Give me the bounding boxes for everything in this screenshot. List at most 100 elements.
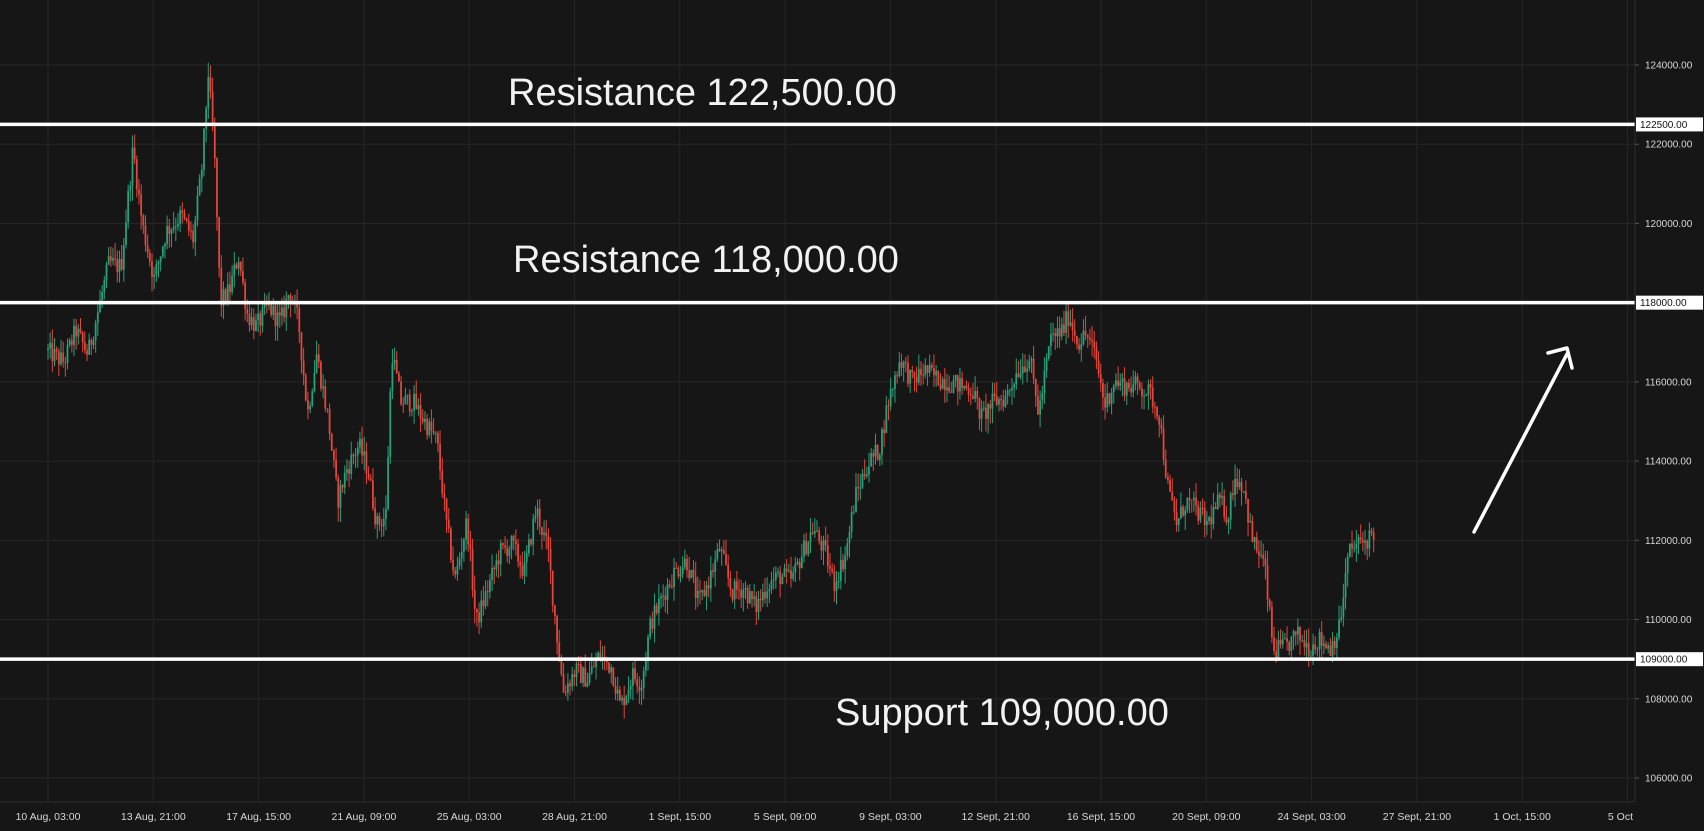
candle-body bbox=[692, 569, 695, 577]
candle-body bbox=[857, 487, 860, 489]
candle-body bbox=[1160, 424, 1163, 429]
candle-body bbox=[709, 570, 712, 589]
candle-body bbox=[868, 466, 870, 475]
candle-body bbox=[896, 375, 899, 377]
candle-body bbox=[551, 570, 554, 606]
candle-body bbox=[738, 589, 740, 591]
candle-body bbox=[335, 459, 338, 478]
candle-body bbox=[844, 555, 847, 570]
trend-arrow[interactable] bbox=[1472, 346, 1574, 534]
candle-body bbox=[109, 256, 112, 261]
candle-body bbox=[480, 600, 483, 623]
candle-body bbox=[681, 567, 684, 575]
candle-body bbox=[874, 444, 877, 457]
candle-body bbox=[965, 385, 968, 389]
candle-body bbox=[699, 590, 701, 593]
candle-body bbox=[1154, 406, 1156, 408]
candle-body bbox=[209, 77, 212, 92]
y-tick-label: 116000.00 bbox=[1645, 377, 1692, 388]
x-tick-label: 10 Aug, 03:00 bbox=[16, 811, 81, 823]
candle-body bbox=[1262, 554, 1265, 559]
candle-body bbox=[1292, 631, 1295, 637]
candle-body bbox=[157, 262, 160, 265]
candle-body bbox=[1084, 330, 1087, 336]
candle-body bbox=[161, 246, 164, 257]
x-tick-label: 13 Aug, 21:00 bbox=[121, 811, 186, 823]
candle-body bbox=[1097, 360, 1100, 374]
candle-body bbox=[768, 589, 771, 592]
candle-body bbox=[614, 685, 617, 694]
candle-body bbox=[185, 218, 188, 221]
candle-body bbox=[1162, 428, 1165, 460]
candle-body bbox=[413, 393, 415, 411]
candle-body bbox=[911, 369, 914, 373]
candle-body bbox=[190, 230, 192, 232]
candle-body bbox=[1325, 643, 1327, 649]
candle-body bbox=[250, 317, 253, 326]
candle-body bbox=[1071, 322, 1074, 331]
candle-body bbox=[1034, 378, 1037, 397]
candle-body bbox=[870, 453, 873, 467]
candle-body bbox=[694, 576, 697, 598]
candle-body bbox=[1006, 390, 1009, 396]
candle-body bbox=[242, 271, 244, 283]
candle-body bbox=[1130, 388, 1132, 393]
candle-body bbox=[954, 375, 957, 381]
candle-body bbox=[967, 388, 970, 395]
candle-body bbox=[114, 258, 117, 260]
candle-body bbox=[1281, 639, 1284, 645]
candle-body bbox=[473, 590, 476, 609]
candle-body bbox=[1041, 393, 1044, 401]
annotations: Resistance 122,500.00 Resistance 118,000.… bbox=[508, 72, 1169, 734]
candle-body bbox=[701, 590, 704, 593]
candle-body bbox=[391, 363, 394, 392]
candle-body bbox=[625, 695, 628, 705]
candle-body bbox=[642, 670, 645, 689]
candle-body bbox=[1290, 636, 1293, 651]
candle-body bbox=[790, 570, 792, 579]
candle-body bbox=[735, 581, 738, 590]
candle-body bbox=[83, 341, 86, 351]
time-axis[interactable]: 10 Aug, 03:00 13 Aug, 21:00 17 Aug, 15:00 2… bbox=[16, 811, 1633, 823]
candle-body bbox=[683, 558, 686, 568]
candle-body bbox=[928, 364, 931, 373]
candle-body bbox=[631, 668, 634, 686]
candle-body bbox=[146, 244, 149, 253]
candle-body bbox=[198, 178, 201, 196]
candle-body bbox=[239, 261, 242, 272]
y-tick-label: 122000.00 bbox=[1645, 140, 1693, 151]
candle-body bbox=[772, 579, 775, 581]
candle-body bbox=[285, 298, 288, 318]
candle-body bbox=[595, 660, 597, 667]
candle-body bbox=[779, 571, 782, 585]
candle-body bbox=[792, 572, 795, 579]
candle-body bbox=[930, 364, 933, 369]
candle-body bbox=[1008, 390, 1011, 392]
candle-body bbox=[196, 195, 199, 221]
candle-body bbox=[458, 558, 461, 566]
candle-body bbox=[172, 226, 175, 230]
candle-body bbox=[1366, 540, 1369, 549]
candle-body bbox=[1223, 496, 1226, 518]
candle-body bbox=[627, 689, 630, 696]
x-tick-label: 17 Aug, 15:00 bbox=[226, 811, 291, 823]
candle-body bbox=[1102, 383, 1104, 398]
x-tick-label: 27 Sept, 21:00 bbox=[1383, 811, 1451, 823]
candle-body bbox=[935, 370, 938, 376]
candle-body bbox=[943, 379, 946, 391]
candle-body bbox=[1089, 337, 1091, 340]
candle-body bbox=[1203, 508, 1206, 526]
candle-body bbox=[1047, 346, 1050, 359]
candle-body bbox=[1307, 643, 1310, 656]
candle-body bbox=[1037, 396, 1039, 415]
candle-body bbox=[417, 405, 420, 409]
candle-body bbox=[586, 682, 589, 687]
price-axis[interactable]: 106000.00 108000.00 110000.00 112000.00 1140… bbox=[1635, 61, 1703, 785]
candle-body bbox=[68, 340, 71, 345]
candle-body bbox=[690, 569, 693, 579]
candle-body bbox=[540, 527, 543, 535]
candle-body bbox=[616, 689, 619, 694]
candle-body bbox=[112, 258, 114, 261]
candles bbox=[47, 62, 1375, 719]
candle-body bbox=[263, 303, 266, 308]
